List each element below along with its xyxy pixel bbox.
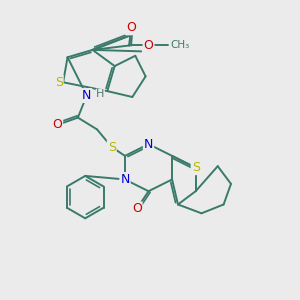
Text: CH₃: CH₃ [171,40,190,50]
Text: O: O [126,21,136,34]
Text: S: S [108,141,116,154]
Text: S: S [192,161,200,174]
Text: O: O [52,118,62,131]
Text: N: N [144,138,153,151]
Text: O: O [144,39,154,52]
Text: N: N [82,89,92,102]
Text: O: O [132,202,142,215]
Text: N: N [120,173,130,186]
Text: S: S [55,76,63,89]
Text: H: H [96,89,104,99]
